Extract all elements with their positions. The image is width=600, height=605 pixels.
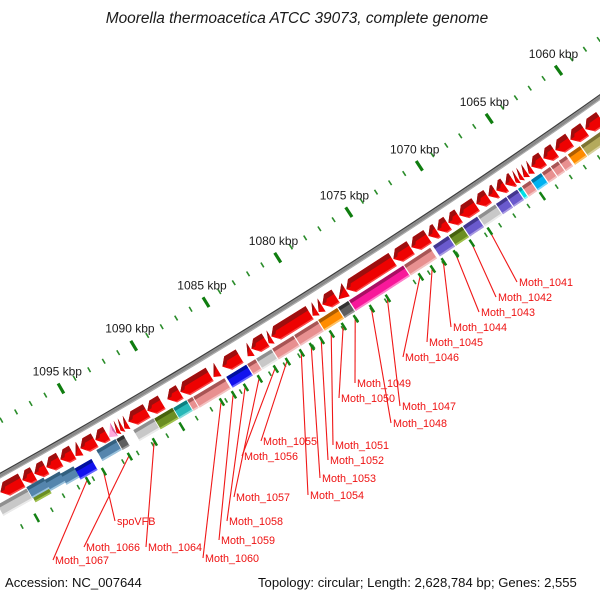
svg-text:Moorella thermoacetica ATCC 39: Moorella thermoacetica ATCC 39073, compl…: [106, 10, 488, 27]
svg-text:Moth_1054: Moth_1054: [310, 490, 364, 502]
svg-text:Topology: circular; Length: 2,: Topology: circular; Length: 2,628,784 bp…: [258, 575, 577, 590]
svg-text:Moth_1058: Moth_1058: [229, 516, 283, 528]
svg-text:Moth_1059: Moth_1059: [221, 535, 275, 547]
svg-text:1090 kbp: 1090 kbp: [105, 322, 155, 336]
svg-text:Moth_1045: Moth_1045: [429, 337, 483, 349]
svg-text:Moth_1053: Moth_1053: [322, 473, 376, 485]
svg-text:Moth_1060: Moth_1060: [205, 553, 259, 565]
svg-text:spoVFB: spoVFB: [117, 516, 155, 528]
svg-text:1070 kbp: 1070 kbp: [390, 142, 440, 156]
svg-text:Moth_1064: Moth_1064: [148, 542, 202, 554]
svg-text:1095 kbp: 1095 kbp: [33, 364, 83, 378]
svg-text:Moth_1056: Moth_1056: [244, 451, 298, 463]
svg-text:Moth_1052: Moth_1052: [330, 455, 384, 467]
svg-text:Moth_1043: Moth_1043: [481, 307, 535, 319]
svg-text:1060 kbp: 1060 kbp: [529, 47, 579, 61]
svg-text:Moth_1044: Moth_1044: [453, 322, 507, 334]
svg-text:Moth_1067: Moth_1067: [55, 555, 109, 567]
svg-text:1075 kbp: 1075 kbp: [320, 189, 370, 203]
svg-text:Moth_1048: Moth_1048: [393, 418, 447, 430]
svg-text:Moth_1066: Moth_1066: [86, 542, 140, 554]
svg-text:Moth_1055: Moth_1055: [263, 436, 317, 448]
svg-text:Moth_1041: Moth_1041: [519, 277, 573, 289]
svg-text:1085 kbp: 1085 kbp: [177, 278, 227, 292]
svg-text:1080 kbp: 1080 kbp: [249, 234, 299, 248]
svg-text:1065 kbp: 1065 kbp: [460, 95, 510, 109]
svg-text:Moth_1042: Moth_1042: [498, 292, 552, 304]
svg-text:Moth_1047: Moth_1047: [402, 401, 456, 413]
svg-text:Moth_1051: Moth_1051: [335, 440, 389, 452]
svg-text:Moth_1057: Moth_1057: [236, 492, 290, 504]
svg-text:Moth_1050: Moth_1050: [341, 393, 395, 405]
svg-text:Moth_1049: Moth_1049: [357, 378, 411, 390]
svg-text:Accession: NC_007644: Accession: NC_007644: [5, 575, 142, 590]
svg-text:Moth_1046: Moth_1046: [405, 352, 459, 364]
